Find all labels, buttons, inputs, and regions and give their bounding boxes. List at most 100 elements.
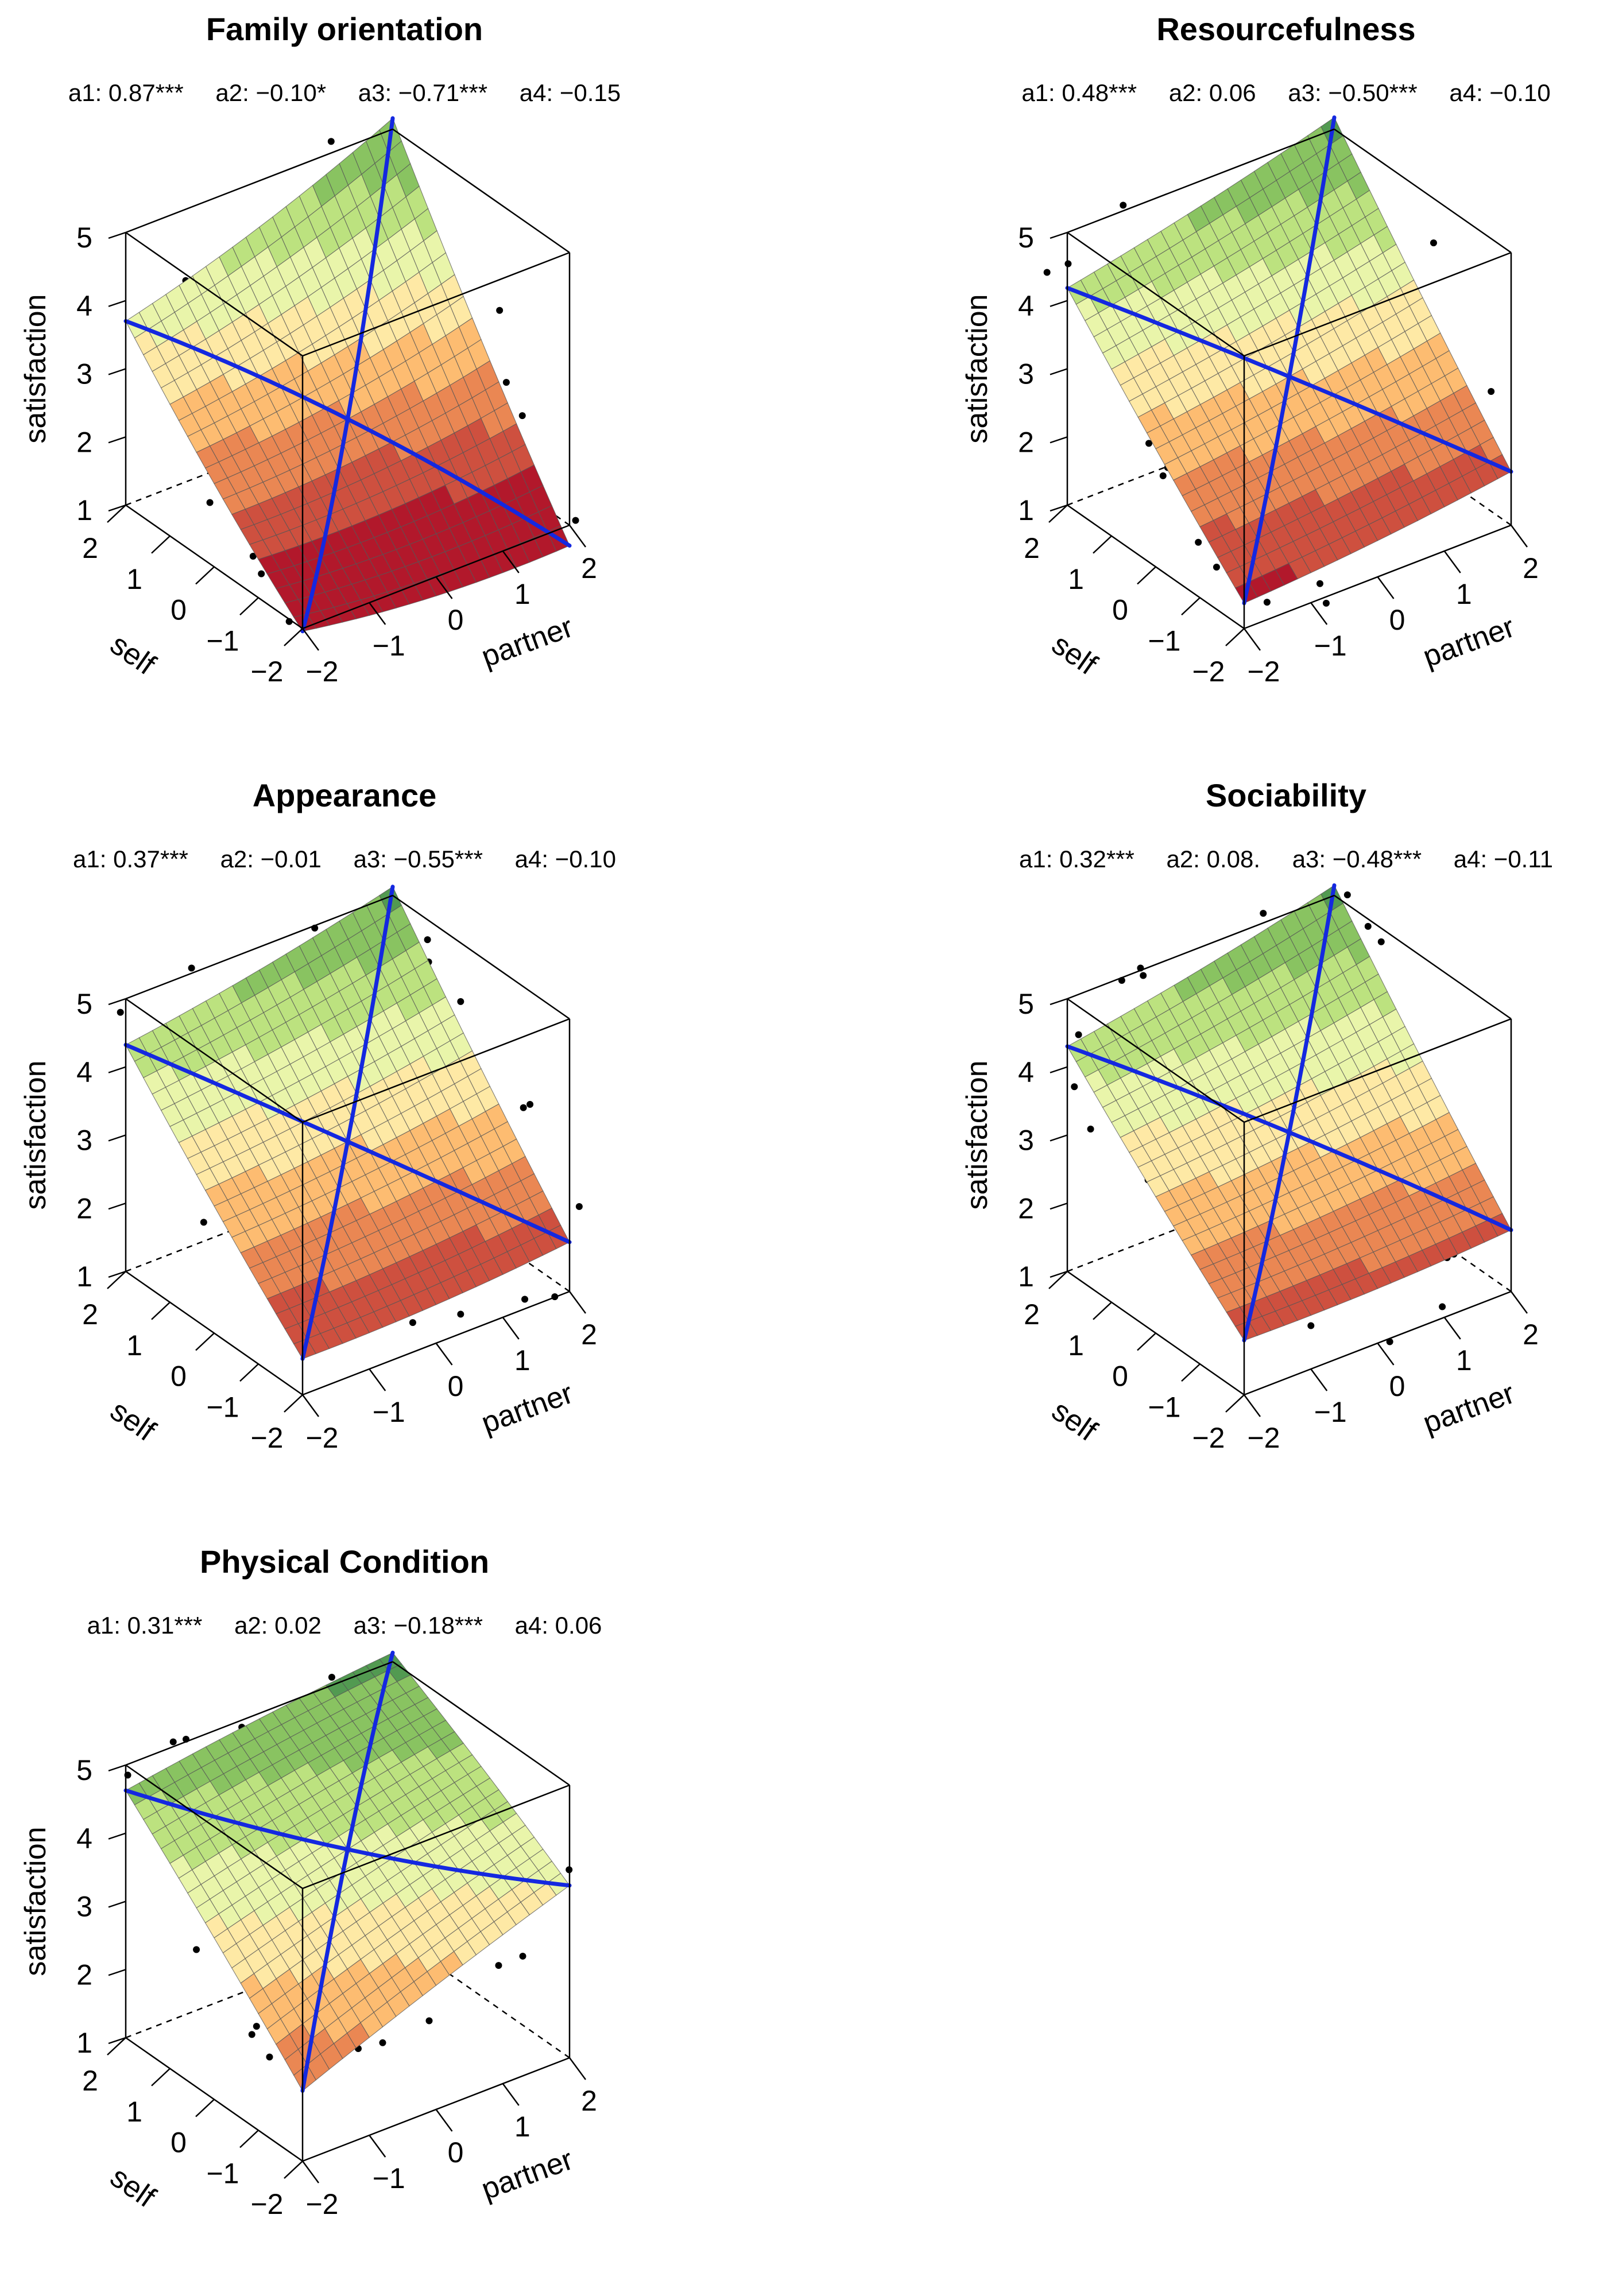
y-tick-label: −1	[1148, 625, 1180, 657]
satisfaction-axis: 1 2 3 4 5 satisfaction	[19, 988, 126, 1293]
panel-family-orientation: Family orientation a1: 0.87*** a2: −0.10…	[0, 0, 746, 763]
x-tick	[1510, 525, 1528, 548]
box-edge	[125, 894, 393, 1000]
x-tick	[1510, 1291, 1528, 1314]
y-tick	[284, 628, 303, 646]
x-tick	[1310, 602, 1328, 625]
y-tick	[195, 2099, 215, 2117]
box-edge	[302, 251, 570, 357]
surface-plot: −2−1012partner−2−1012self12345satisfacti…	[961, 115, 1539, 688]
z-tick	[108, 436, 126, 444]
x-tick	[435, 2109, 453, 2132]
y-tick-label: −1	[1148, 1391, 1180, 1423]
data-point	[1316, 580, 1323, 587]
z-tick	[108, 300, 126, 307]
coef-a3: a3: −0.48***	[1292, 846, 1422, 872]
z-tick	[1050, 231, 1068, 239]
y-tick-label: −2	[1192, 1422, 1225, 1454]
x-tick	[369, 1368, 386, 1391]
data-point	[1043, 269, 1051, 276]
coef-a3: a3: −0.50***	[1288, 79, 1418, 106]
z-tick	[1050, 504, 1068, 512]
chart-title: Physical Condition	[199, 1543, 490, 1580]
y-tick	[239, 597, 259, 616]
coef-a4: a4: −0.10	[514, 846, 616, 872]
z-tick-label: 5	[1018, 988, 1034, 1020]
z-tick-label: 3	[76, 358, 92, 390]
coef-a4: a4: −0.11	[1453, 846, 1553, 872]
x-tick	[369, 602, 386, 625]
surface-mesh	[1067, 885, 1512, 1341]
y-tick	[195, 566, 215, 585]
x-tick	[435, 576, 453, 599]
y-tick-label: 2	[1024, 1298, 1040, 1331]
z-tick-label: 2	[76, 1958, 92, 1991]
data-point	[575, 1203, 583, 1211]
coef-a2: a2: −0.10*	[215, 79, 327, 106]
coef-a2: a2: 0.02	[234, 1612, 322, 1639]
y-tick	[151, 2068, 171, 2086]
z-axis-label: satisfaction	[19, 1060, 52, 1209]
box-frame-front	[125, 1661, 571, 2162]
y-tick-label: −1	[206, 1391, 239, 1423]
data-point	[1213, 564, 1220, 571]
z-tick-label: 2	[76, 1192, 92, 1224]
x-axis-label: partner	[477, 1376, 578, 1440]
satisfaction-axis: 1 2 3 4 5 satisfaction	[961, 988, 1068, 1293]
surface-mesh	[125, 886, 570, 1359]
x-tick-label: −2	[305, 2188, 338, 2220]
data-point	[572, 517, 579, 524]
data-point	[327, 138, 335, 145]
x-tick-label: 2	[581, 552, 597, 584]
surface-plot: −2−1012partner−2−1012self12345satisfacti…	[19, 1650, 597, 2220]
z-tick	[1050, 436, 1068, 444]
data-point	[200, 1219, 207, 1226]
y-tick-label: 1	[126, 1329, 142, 1362]
y-tick	[107, 2037, 126, 2055]
z-tick-label: 3	[1018, 1124, 1034, 1157]
chart-title: Family orientation	[206, 11, 483, 47]
data-point	[117, 1009, 124, 1016]
y-axis-label: self	[1045, 627, 1103, 681]
z-tick-label: 2	[76, 426, 92, 458]
data-point	[1386, 1338, 1393, 1345]
x-tick-label: −1	[373, 2162, 405, 2194]
y-tick-label: −1	[206, 625, 239, 657]
x-tick	[435, 1343, 453, 1366]
y-axis-label: self	[104, 627, 161, 681]
box-edge	[1067, 128, 1335, 234]
box-edge	[125, 1661, 393, 1766]
data-point	[206, 499, 214, 506]
z-tick	[1050, 1134, 1068, 1142]
z-tick	[1050, 1066, 1068, 1073]
z-tick-label: 5	[76, 1754, 92, 1786]
data-point	[521, 1296, 529, 1303]
y-tick-label: 0	[1112, 594, 1128, 626]
y-tick-label: 0	[1112, 1360, 1128, 1393]
x-tick	[369, 2135, 386, 2158]
z-tick-label: 1	[76, 2027, 92, 2059]
data-point	[1364, 922, 1372, 930]
x-tick-label: −2	[305, 656, 338, 688]
data-point	[425, 2017, 433, 2024]
y-tick	[284, 1394, 303, 1413]
x-tick	[1243, 1394, 1261, 1417]
box-edge	[302, 1784, 570, 1890]
coef-a3: a3: −0.71***	[358, 79, 488, 106]
data-point	[518, 412, 526, 420]
chart-title: Resourcefulness	[1156, 11, 1416, 47]
data-point	[328, 1673, 335, 1681]
x-tick-label: 0	[448, 604, 464, 636]
data-point	[1071, 1083, 1078, 1091]
coef-a4: a4: −0.15	[519, 79, 621, 106]
data-point	[409, 1319, 416, 1327]
y-tick-label: 2	[82, 2065, 98, 2097]
x-axis-label: partner	[477, 610, 578, 674]
coefficient-row: a1: 0.31*** a2: 0.02 a3: −0.18*** a4: 0.…	[0, 1612, 689, 1639]
satisfaction-axis: 1 2 3 4 5 satisfaction	[19, 1754, 126, 2059]
y-tick	[1225, 628, 1245, 646]
data-point	[502, 379, 510, 386]
x-tick	[568, 2057, 587, 2080]
data-point	[1120, 201, 1127, 209]
z-tick-label: 1	[1018, 1261, 1034, 1293]
